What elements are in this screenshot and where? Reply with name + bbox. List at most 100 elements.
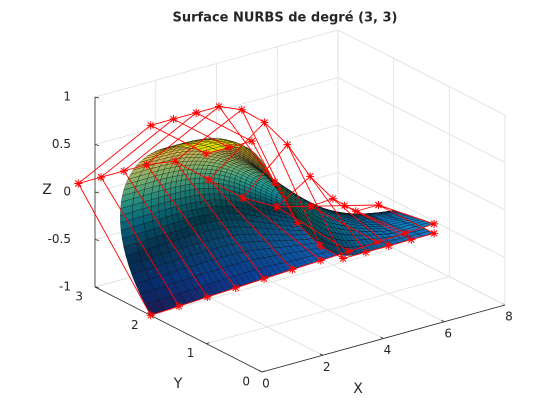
control-point xyxy=(374,201,383,210)
control-point xyxy=(272,202,281,211)
control-point xyxy=(119,166,128,175)
z-tick-label: -0.5 xyxy=(48,232,71,246)
surface-patch xyxy=(198,177,205,184)
control-point xyxy=(328,194,337,203)
z-tick-label: -1 xyxy=(59,280,71,294)
control-point xyxy=(260,118,269,127)
control-point xyxy=(225,143,234,152)
z-tick-label: 0.5 xyxy=(52,137,71,151)
control-net-line xyxy=(174,109,298,279)
control-point xyxy=(306,202,315,211)
control-point xyxy=(283,140,292,149)
control-point xyxy=(306,172,315,181)
control-point xyxy=(215,102,224,111)
control-point xyxy=(175,302,184,311)
z-tick xyxy=(94,191,100,194)
y-tick-label: 1 xyxy=(187,346,195,360)
control-point xyxy=(260,274,269,283)
y-axis-label: Y xyxy=(173,376,183,392)
control-point xyxy=(316,241,325,250)
grid-line xyxy=(337,172,506,258)
control-point xyxy=(237,105,246,114)
control-net xyxy=(74,102,439,320)
surface-patch xyxy=(208,188,215,195)
control-point xyxy=(316,256,325,265)
y-tick-label: 0 xyxy=(242,375,250,389)
y-tick-label: 2 xyxy=(131,318,139,332)
grid-line xyxy=(337,77,506,163)
surface-patch xyxy=(194,183,200,190)
control-point xyxy=(373,238,382,247)
control-point xyxy=(74,179,83,188)
control-point xyxy=(231,283,240,292)
surface-patch xyxy=(213,188,220,195)
control-point xyxy=(339,254,348,263)
control-net-line xyxy=(208,121,321,270)
control-point xyxy=(238,193,247,202)
x-axis-line xyxy=(261,304,506,373)
surface-patch xyxy=(189,183,195,191)
control-point xyxy=(247,137,256,146)
control-point xyxy=(146,311,155,320)
x-tick-label: 4 xyxy=(384,343,392,357)
surface-patch xyxy=(180,197,187,206)
grid-line xyxy=(94,77,339,145)
control-point xyxy=(430,229,439,238)
control-point xyxy=(270,178,279,187)
control-point xyxy=(384,241,393,250)
x-tick-label: 8 xyxy=(505,310,513,324)
grid-line xyxy=(337,124,506,211)
control-point xyxy=(146,121,155,130)
control-point xyxy=(351,207,360,216)
control-net-line xyxy=(275,175,367,253)
z-tick xyxy=(94,144,100,146)
surface-patch xyxy=(194,177,200,184)
control-point xyxy=(407,235,416,244)
x-tick-label: 2 xyxy=(323,360,331,374)
grid-line xyxy=(206,276,450,345)
control-point xyxy=(169,115,178,124)
control-point xyxy=(170,157,179,166)
chart-title: Surface NURBS de degré (3, 3) xyxy=(172,11,397,26)
control-point xyxy=(401,229,410,238)
surface-patch xyxy=(184,184,190,192)
z-tick-label: 1 xyxy=(63,90,71,104)
surface xyxy=(120,138,435,316)
control-net-line xyxy=(123,112,253,298)
control-point xyxy=(192,108,201,117)
surface-patch xyxy=(185,178,191,186)
control-point xyxy=(340,201,349,210)
surface-patch xyxy=(203,188,210,195)
grid-line xyxy=(150,247,394,316)
control-point xyxy=(361,248,370,257)
surface-patch xyxy=(184,189,191,198)
surface-patch xyxy=(189,189,195,197)
x-tick-label: 0 xyxy=(262,377,270,391)
control-point xyxy=(430,219,439,228)
z-axis-label: Z xyxy=(42,182,52,198)
control-point xyxy=(202,149,211,158)
x-axis-label: X xyxy=(353,381,363,397)
z-tick xyxy=(94,239,100,241)
z-tick xyxy=(94,96,100,99)
control-point xyxy=(288,265,297,274)
control-net-line xyxy=(309,198,389,247)
control-point xyxy=(293,219,302,228)
surface-patch xyxy=(203,182,209,189)
control-point xyxy=(97,173,106,182)
control-point xyxy=(204,175,213,184)
control-net-line xyxy=(100,118,230,307)
surface-patch xyxy=(180,190,186,199)
grid-line xyxy=(337,29,506,116)
surface-patch xyxy=(198,182,204,190)
control-net-line xyxy=(145,105,276,289)
grid-line xyxy=(94,29,339,98)
control-point xyxy=(142,160,151,169)
y-tick-label: 3 xyxy=(75,290,83,304)
x-tick-label: 6 xyxy=(444,326,452,340)
control-net-line xyxy=(242,143,344,261)
control-point xyxy=(345,247,354,256)
control-point xyxy=(203,293,212,302)
